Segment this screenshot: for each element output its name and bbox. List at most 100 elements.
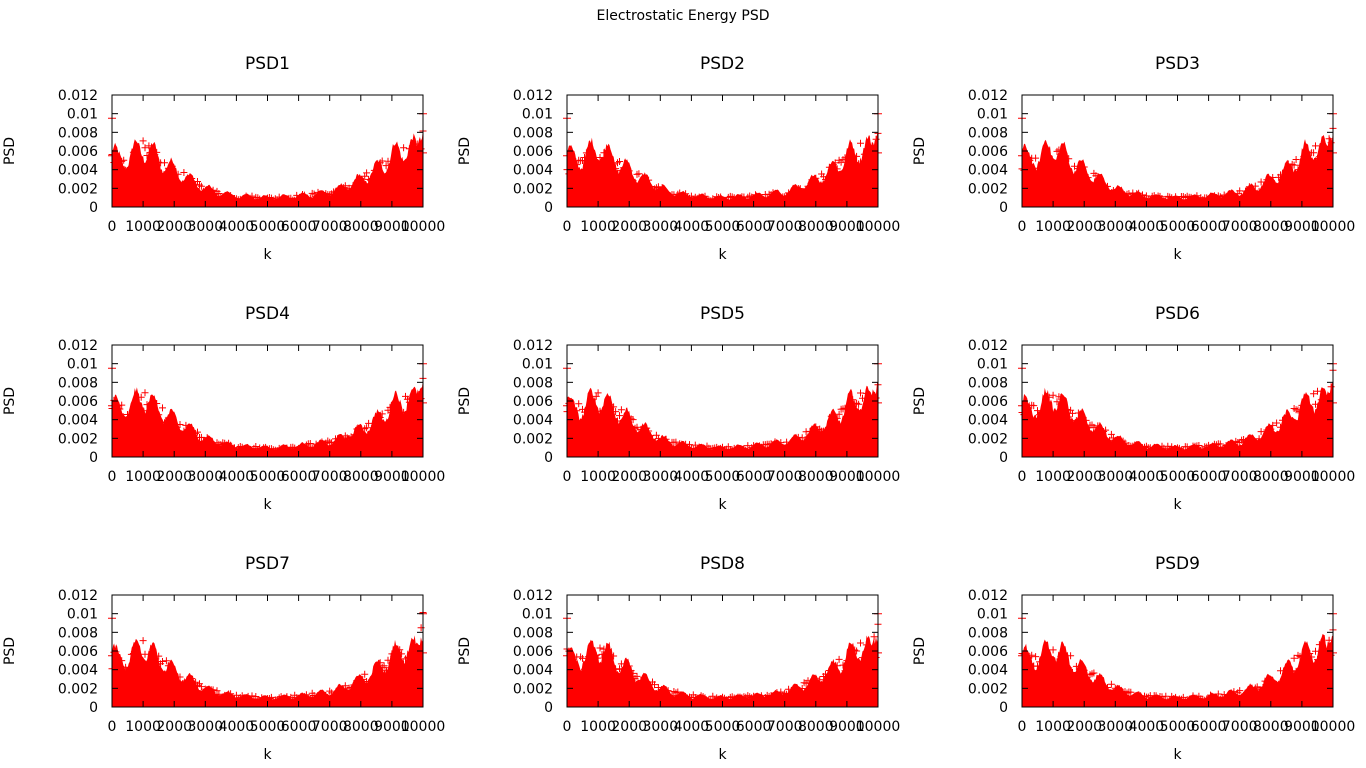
y-axis-label: PSD — [457, 137, 473, 165]
y-tick-label: 0.004 — [968, 413, 1008, 429]
x-tick-label: 1000 — [125, 219, 161, 235]
x-tick-label: 6000 — [281, 469, 317, 485]
y-tick-label: 0.004 — [968, 163, 1008, 179]
y-tick-label: 0.002 — [58, 181, 98, 197]
x-tick-label: 0 — [1018, 469, 1027, 485]
y-tick-label: 0.01 — [67, 607, 98, 623]
x-axis-label: k — [1173, 747, 1182, 763]
y-tick-label: 0.002 — [58, 431, 98, 447]
y-tick-label: 0.012 — [513, 588, 553, 604]
x-tick-label: 2000 — [156, 469, 192, 485]
y-tick-label: 0.004 — [58, 163, 98, 179]
y-tick-label: 0.01 — [977, 357, 1008, 373]
x-tick-label: 8000 — [1253, 219, 1289, 235]
x-tick-label: 6000 — [736, 469, 772, 485]
x-tick-label: 6000 — [281, 719, 317, 735]
y-tick-label: 0.004 — [58, 663, 98, 679]
y-tick-label: 0 — [999, 700, 1008, 716]
y-tick-label: 0.008 — [968, 375, 1008, 391]
y-tick-label: 0.012 — [968, 338, 1008, 354]
y-tick-label: 0.006 — [513, 644, 553, 660]
x-tick-label: 4000 — [674, 469, 710, 485]
x-tick-label: 9000 — [1284, 719, 1320, 735]
y-tick-label: 0.008 — [58, 625, 98, 641]
x-axis-label: k — [718, 747, 727, 763]
x-tick-label: 2000 — [1066, 719, 1102, 735]
subplot-title: PSD1 — [245, 54, 290, 74]
y-tick-label: 0 — [89, 450, 98, 466]
x-tick-label: 5000 — [250, 469, 286, 485]
y-tick-label: 0.012 — [513, 88, 553, 104]
x-tick-label: 1000 — [125, 719, 161, 735]
y-tick-label: 0.002 — [513, 181, 553, 197]
x-tick-label: 2000 — [611, 219, 647, 235]
subplot-title: PSD8 — [700, 554, 745, 574]
x-axis-label: k — [263, 747, 272, 763]
y-tick-label: 0 — [999, 450, 1008, 466]
subplot-5: PSD5 0 0.002 0.004 0.006 0.008 0.01 0.012 0 10002… — [457, 304, 900, 513]
x-tick-label: 5000 — [1160, 719, 1196, 735]
x-tick-label: 6000 — [736, 219, 772, 235]
x-tick-label: 5000 — [1160, 469, 1196, 485]
x-tick-label: 7000 — [312, 719, 348, 735]
x-tick-label: 4000 — [1129, 719, 1165, 735]
y-tick-label: 0.01 — [522, 107, 553, 123]
x-axis-label: k — [1173, 247, 1182, 263]
y-tick-label: 0.002 — [968, 181, 1008, 197]
subplot-2: PSD2 0 0.002 0.004 0.006 0.008 0.01 0.012 0 10002… — [457, 54, 900, 263]
x-tick-label: 3000 — [1097, 219, 1133, 235]
x-axis-label: k — [718, 497, 727, 513]
x-tick-label: 4000 — [1129, 219, 1165, 235]
y-tick-label: 0.008 — [513, 125, 553, 141]
x-tick-label: 1000 — [1035, 219, 1071, 235]
subplot-8: PSD8 0 0.002 0.004 0.006 0.008 0.01 0.012 0 10002… — [457, 554, 900, 763]
y-axis-label: PSD — [457, 387, 473, 415]
x-tick-label: 8000 — [343, 469, 379, 485]
y-tick-label: 0.002 — [968, 431, 1008, 447]
x-tick-label: 2000 — [611, 719, 647, 735]
subplot-4: PSD4 0 0.002 0.004 0.006 0.008 0.01 0.012 0 10002… — [2, 304, 445, 513]
x-tick-label: 4000 — [219, 219, 255, 235]
x-tick-label: 6000 — [736, 719, 772, 735]
x-tick-label: 10000 — [1311, 469, 1356, 485]
x-tick-label: 10000 — [401, 719, 446, 735]
subplot-7: PSD7 0 0.002 0.004 0.006 0.008 0.01 0.012 0 10002… — [2, 554, 445, 763]
x-tick-label: 7000 — [1222, 719, 1258, 735]
x-tick-label: 9000 — [829, 219, 865, 235]
x-tick-label: 0 — [563, 469, 572, 485]
x-tick-label: 10000 — [856, 219, 901, 235]
x-tick-label: 9000 — [829, 719, 865, 735]
y-tick-label: 0.012 — [513, 338, 553, 354]
x-tick-label: 8000 — [343, 219, 379, 235]
figure-title: Electrostatic Energy PSD — [596, 8, 770, 24]
y-tick-label: 0 — [89, 200, 98, 216]
y-tick-label: 0 — [544, 450, 553, 466]
x-tick-label: 2000 — [156, 719, 192, 735]
y-tick-label: 0 — [544, 700, 553, 716]
x-tick-label: 3000 — [642, 469, 678, 485]
y-tick-label: 0.01 — [67, 107, 98, 123]
y-tick-label: 0.012 — [58, 338, 98, 354]
x-tick-label: 6000 — [281, 219, 317, 235]
x-tick-label: 3000 — [642, 219, 678, 235]
y-tick-label: 0.002 — [58, 681, 98, 697]
x-tick-label: 4000 — [674, 719, 710, 735]
subplot-3: PSD3 0 0.002 0.004 0.006 0.008 0.01 0.012 0 10002… — [912, 54, 1355, 263]
x-tick-label: 0 — [1018, 219, 1027, 235]
subplot-title: PSD5 — [700, 304, 745, 324]
x-tick-label: 4000 — [674, 219, 710, 235]
x-tick-label: 1000 — [580, 469, 616, 485]
x-tick-label: 4000 — [219, 719, 255, 735]
y-tick-label: 0.006 — [968, 144, 1008, 160]
x-tick-label: 4000 — [1129, 469, 1165, 485]
subplot-title: PSD3 — [1155, 54, 1200, 74]
y-tick-label: 0.006 — [968, 644, 1008, 660]
subplot-title: PSD6 — [1155, 304, 1200, 324]
x-tick-label: 0 — [563, 719, 572, 735]
y-axis-label: PSD — [457, 637, 473, 665]
x-tick-label: 8000 — [798, 469, 834, 485]
x-tick-label: 9000 — [1284, 219, 1320, 235]
x-tick-label: 9000 — [374, 469, 410, 485]
y-axis-label: PSD — [912, 137, 928, 165]
